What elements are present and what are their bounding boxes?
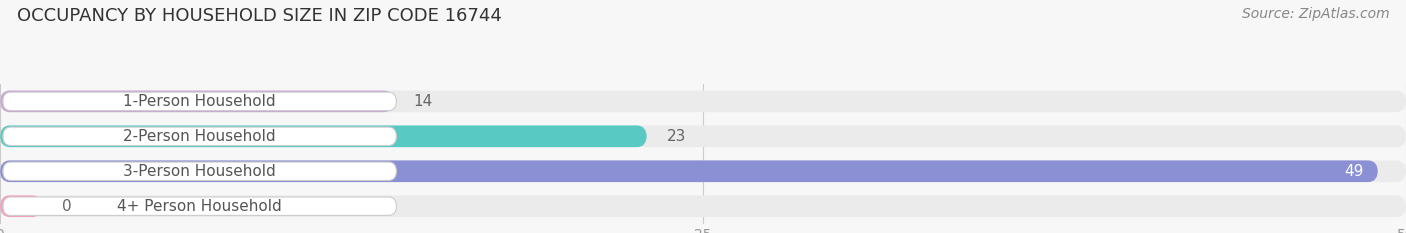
Text: 14: 14 bbox=[413, 94, 433, 109]
FancyBboxPatch shape bbox=[3, 197, 396, 216]
FancyBboxPatch shape bbox=[0, 195, 1406, 217]
FancyBboxPatch shape bbox=[0, 125, 647, 147]
Text: 0: 0 bbox=[62, 199, 72, 214]
FancyBboxPatch shape bbox=[0, 195, 42, 217]
Text: 2-Person Household: 2-Person Household bbox=[124, 129, 276, 144]
FancyBboxPatch shape bbox=[0, 160, 1378, 182]
FancyBboxPatch shape bbox=[0, 90, 394, 112]
Text: 3-Person Household: 3-Person Household bbox=[124, 164, 276, 179]
FancyBboxPatch shape bbox=[3, 127, 396, 146]
Text: OCCUPANCY BY HOUSEHOLD SIZE IN ZIP CODE 16744: OCCUPANCY BY HOUSEHOLD SIZE IN ZIP CODE … bbox=[17, 7, 502, 25]
FancyBboxPatch shape bbox=[3, 92, 396, 111]
FancyBboxPatch shape bbox=[3, 162, 396, 181]
Text: 1-Person Household: 1-Person Household bbox=[124, 94, 276, 109]
FancyBboxPatch shape bbox=[0, 90, 1406, 112]
Text: Source: ZipAtlas.com: Source: ZipAtlas.com bbox=[1241, 7, 1389, 21]
Text: 4+ Person Household: 4+ Person Household bbox=[117, 199, 283, 214]
Text: 49: 49 bbox=[1344, 164, 1364, 179]
FancyBboxPatch shape bbox=[0, 125, 1406, 147]
Text: 23: 23 bbox=[666, 129, 686, 144]
FancyBboxPatch shape bbox=[0, 160, 1406, 182]
